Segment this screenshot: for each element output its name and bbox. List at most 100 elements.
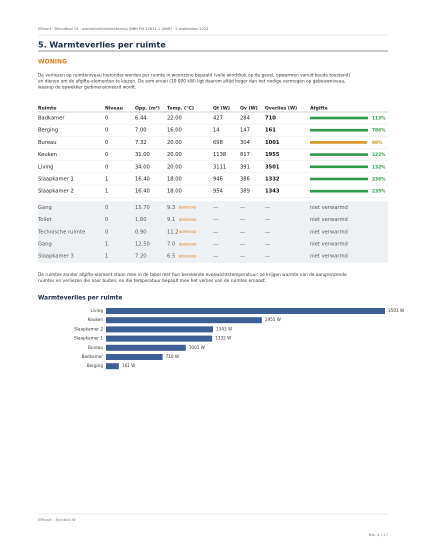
table-cell: 6.44 bbox=[135, 116, 147, 122]
afgifte-label: 132% bbox=[372, 164, 386, 170]
page-title: 5. Warmteverlies per ruimte bbox=[38, 41, 166, 50]
bar bbox=[106, 354, 163, 360]
table-cell: 391 bbox=[240, 164, 250, 170]
table-cell: 3501 bbox=[265, 164, 280, 170]
table-cell: 1 bbox=[105, 242, 108, 248]
page-number: Blz. 4 / 17 bbox=[369, 532, 389, 537]
table-header: Temp. (°C) bbox=[167, 106, 194, 112]
empty-cell: — bbox=[213, 242, 218, 248]
table-cell: 0 bbox=[105, 164, 108, 170]
table-cell: 20.00 bbox=[167, 152, 182, 158]
afgifte-bar bbox=[310, 153, 368, 156]
bar-value-label: 1332 W bbox=[215, 336, 231, 341]
table-cell: 386 bbox=[240, 177, 250, 183]
table-cell: 1 bbox=[105, 254, 108, 260]
table-cell: 1001 bbox=[265, 140, 280, 146]
empty-cell: — bbox=[240, 229, 245, 235]
bar-value-label: 1001 W bbox=[189, 345, 205, 350]
bar-value-label: 710 W bbox=[166, 354, 179, 359]
table-cell: Berging bbox=[38, 128, 58, 134]
bar-value-label: 161 W bbox=[122, 363, 135, 368]
bar-value-label: 1955 W bbox=[265, 317, 281, 322]
section-title: WONING bbox=[38, 59, 67, 66]
table-cell: 304 bbox=[240, 140, 251, 146]
afgifte-label: 235% bbox=[372, 189, 386, 195]
table-cell: 14 bbox=[213, 128, 220, 134]
table-cell: 389 bbox=[240, 189, 250, 195]
unheated-label: niet verwarmd bbox=[310, 229, 348, 235]
table-cell: 16.40 bbox=[135, 189, 150, 195]
afgifte-label: 236% bbox=[372, 177, 386, 183]
empty-cell: — bbox=[213, 217, 218, 223]
unheated-row-bg bbox=[38, 250, 388, 263]
table-cell: Gang bbox=[38, 242, 52, 248]
table-cell: 698 bbox=[213, 140, 223, 146]
bar bbox=[106, 326, 214, 333]
table-cell: 11.2 bbox=[167, 229, 179, 235]
note-line: De ruimtes zonder afgifte-element staan … bbox=[38, 272, 347, 278]
table-cell: Slaapkamer 1 bbox=[38, 177, 74, 183]
afgifte-bar bbox=[310, 128, 368, 132]
bar-value-label: 3501 W bbox=[388, 308, 404, 313]
empty-cell: — bbox=[240, 205, 245, 211]
table-cell: 3111 bbox=[213, 164, 226, 170]
table-cell: 18.00 bbox=[167, 177, 182, 183]
table-cell: Gang bbox=[38, 205, 52, 211]
table-cell: 161 bbox=[265, 128, 276, 134]
table-cell: 147 bbox=[240, 128, 250, 134]
table-header: Afgifte bbox=[310, 106, 328, 112]
table-cell: 0 bbox=[105, 217, 108, 223]
table-header: Qv (W) bbox=[240, 106, 258, 112]
bar-value-label: 1343 W bbox=[216, 326, 232, 331]
table-cell: Slaapkamer 3 bbox=[38, 254, 74, 260]
empty-cell: — bbox=[265, 205, 270, 211]
table-cell: Living bbox=[38, 164, 53, 170]
table-cell: 1 bbox=[105, 177, 108, 183]
computed-tag: BEREKEND bbox=[179, 230, 197, 234]
empty-cell: — bbox=[265, 242, 270, 248]
table-cell: 954 bbox=[213, 189, 224, 195]
table-cell: 16.40 bbox=[135, 177, 150, 183]
unheated-label: niet verwarmd bbox=[310, 242, 348, 248]
table-cell: 18.00 bbox=[167, 189, 182, 195]
table-cell: 1332 bbox=[265, 177, 280, 183]
empty-cell: — bbox=[213, 254, 218, 260]
unheated-row-bg bbox=[38, 237, 388, 251]
table-cell: 710 bbox=[265, 116, 276, 122]
table-cell: 7.20 bbox=[135, 254, 147, 260]
unheated-label: niet verwarmd bbox=[310, 254, 348, 260]
table-cell: 9.1 bbox=[167, 217, 175, 223]
table-cell: 1.60 bbox=[135, 217, 147, 223]
intro-line: en dienen om de afgifte-elementen te kie… bbox=[38, 79, 346, 85]
empty-cell: — bbox=[265, 229, 270, 235]
table-cell: 1343 bbox=[265, 189, 280, 195]
table-cell: Technische ruimte bbox=[37, 229, 85, 235]
bar-category: Berging bbox=[87, 363, 104, 368]
empty-cell: — bbox=[213, 229, 218, 235]
afgifte-label: 113% bbox=[372, 116, 386, 122]
table-cell: 7.00 bbox=[135, 128, 147, 134]
table-cell: 1955 bbox=[265, 152, 280, 158]
afgifte-label: 98% bbox=[372, 140, 383, 146]
computed-tag: BEREKEND bbox=[179, 255, 197, 259]
table-cell: 427 bbox=[213, 116, 223, 122]
table-cell: 15.70 bbox=[135, 205, 150, 211]
note-line: ruimtes en verliezen die naar buiten, en… bbox=[38, 278, 266, 284]
empty-cell: — bbox=[265, 254, 270, 260]
table-cell: Keuken bbox=[38, 152, 57, 158]
table-cell: 0.90 bbox=[135, 229, 147, 235]
computed-tag: BEREKEND bbox=[179, 206, 197, 210]
table-cell: 817 bbox=[240, 152, 250, 158]
table-header: Qverlies (W) bbox=[265, 106, 297, 112]
table-cell: 946 bbox=[213, 177, 223, 183]
afgifte-bar bbox=[310, 116, 368, 120]
table-cell: 284 bbox=[240, 116, 251, 122]
table-header: Ruimte bbox=[38, 106, 56, 112]
table-cell: 7.0 bbox=[167, 242, 175, 248]
afgifte-bar bbox=[310, 177, 368, 181]
table-cell: 1 bbox=[105, 189, 108, 195]
table-header: Qt (W) bbox=[213, 106, 230, 112]
table-cell: 9.3 bbox=[167, 205, 175, 211]
table-cell: 0 bbox=[105, 229, 108, 235]
table-cell: 1138 bbox=[213, 152, 226, 158]
